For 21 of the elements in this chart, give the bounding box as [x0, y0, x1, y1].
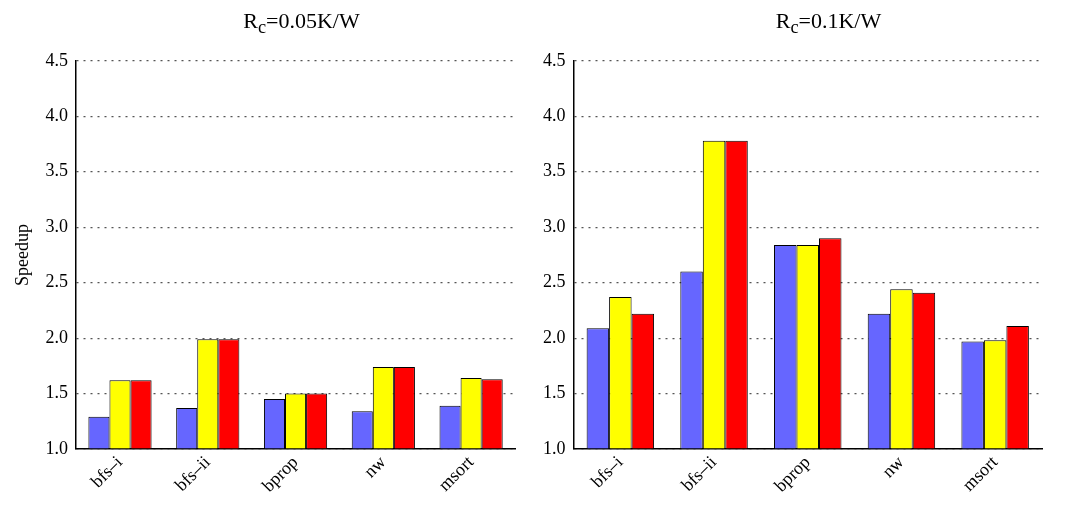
y-tick-label: 2.5 — [45, 271, 69, 292]
y-tick-label: 1.0 — [543, 437, 566, 458]
y-axis-title: Speedup — [11, 223, 32, 286]
y-tick-label: 4.0 — [543, 105, 566, 125]
chart-title: R$_{c}$=0.05K/W — [242, 8, 361, 40]
y-tick-label: 2.5 — [543, 271, 566, 292]
y-tick-label: 2.0 — [543, 326, 566, 347]
chart-title: R$_{c}$=0.1K/W — [774, 8, 883, 40]
x-tick-label: nw — [877, 451, 908, 482]
y-tick-label: 4.0 — [45, 105, 69, 125]
y-tick-label: 1.5 — [543, 382, 566, 403]
y-tick-label: 2.0 — [45, 326, 69, 347]
y-tick-label: 3.0 — [543, 215, 566, 236]
y-tick-label: 4.5 — [543, 49, 566, 70]
y-tick-label: 1.0 — [45, 437, 69, 458]
y-tick-label: 4.5 — [45, 49, 69, 70]
x-tick-label: nw — [359, 451, 390, 482]
y-tick-label: 3.0 — [45, 215, 69, 236]
y-tick-label: 3.5 — [45, 160, 69, 181]
y-tick-label: 3.5 — [543, 160, 566, 181]
y-tick-label: 1.5 — [45, 382, 69, 403]
